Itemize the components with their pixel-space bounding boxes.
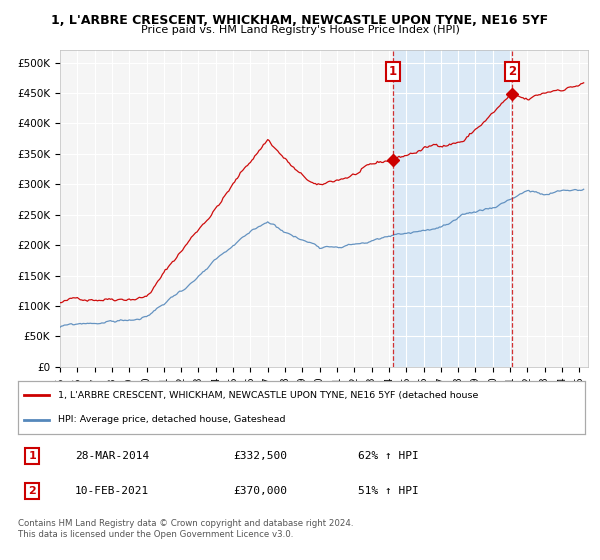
Text: 1: 1 [28,451,36,461]
Text: £332,500: £332,500 [233,451,287,461]
Bar [393,50,512,367]
Text: 62% ↑ HPI: 62% ↑ HPI [358,451,419,461]
Text: 51% ↑ HPI: 51% ↑ HPI [358,486,419,496]
Text: 2: 2 [508,64,516,78]
Text: 28-MAR-2014: 28-MAR-2014 [75,451,149,461]
Text: £370,000: £370,000 [233,486,287,496]
Text: 1: 1 [389,64,397,78]
Text: Contains HM Land Registry data © Crown copyright and database right 2024.: Contains HM Land Registry data © Crown c… [18,519,353,528]
Text: This data is licensed under the Open Government Licence v3.0.: This data is licensed under the Open Gov… [18,530,293,539]
Text: 10-FEB-2021: 10-FEB-2021 [75,486,149,496]
Text: HPI: Average price, detached house, Gateshead: HPI: Average price, detached house, Gate… [58,415,285,424]
Text: 1, L'ARBRE CRESCENT, WHICKHAM, NEWCASTLE UPON TYNE, NE16 5YF: 1, L'ARBRE CRESCENT, WHICKHAM, NEWCASTLE… [52,14,548,27]
Text: 1, L'ARBRE CRESCENT, WHICKHAM, NEWCASTLE UPON TYNE, NE16 5YF (detached house: 1, L'ARBRE CRESCENT, WHICKHAM, NEWCASTLE… [58,391,478,400]
Text: Price paid vs. HM Land Registry's House Price Index (HPI): Price paid vs. HM Land Registry's House … [140,25,460,35]
Text: 2: 2 [28,486,36,496]
